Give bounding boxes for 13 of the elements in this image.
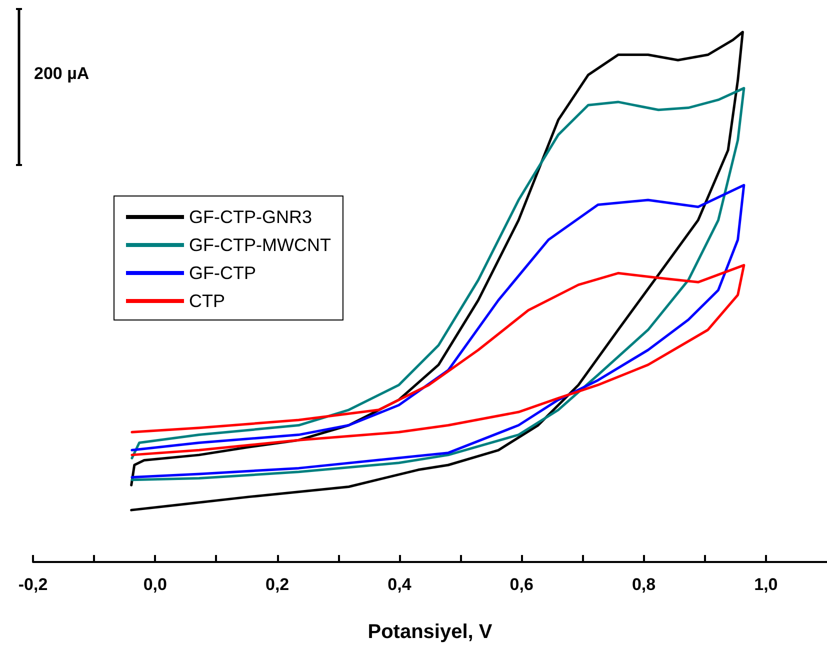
legend-label: GF-CTP	[189, 263, 256, 283]
x-tick-label: -0,2	[18, 575, 48, 594]
annotation: 200 µA	[34, 64, 90, 84]
legend-label: CTP	[189, 291, 225, 311]
x-tick-label: 0,2	[265, 575, 290, 594]
x-tick-label: 0,6	[510, 575, 534, 594]
legend-label: GF-CTP-GNR3	[189, 207, 312, 227]
x-tick-label: 0,4	[388, 575, 412, 594]
x-axis-title: Potansiyel, V	[368, 621, 493, 643]
x-tick-label: 0,8	[632, 575, 656, 594]
x-tick-label: 0,0	[143, 575, 167, 594]
x-tick-label: 1,0	[754, 575, 778, 594]
legend-label: GF-CTP-MWCNT	[189, 235, 331, 255]
